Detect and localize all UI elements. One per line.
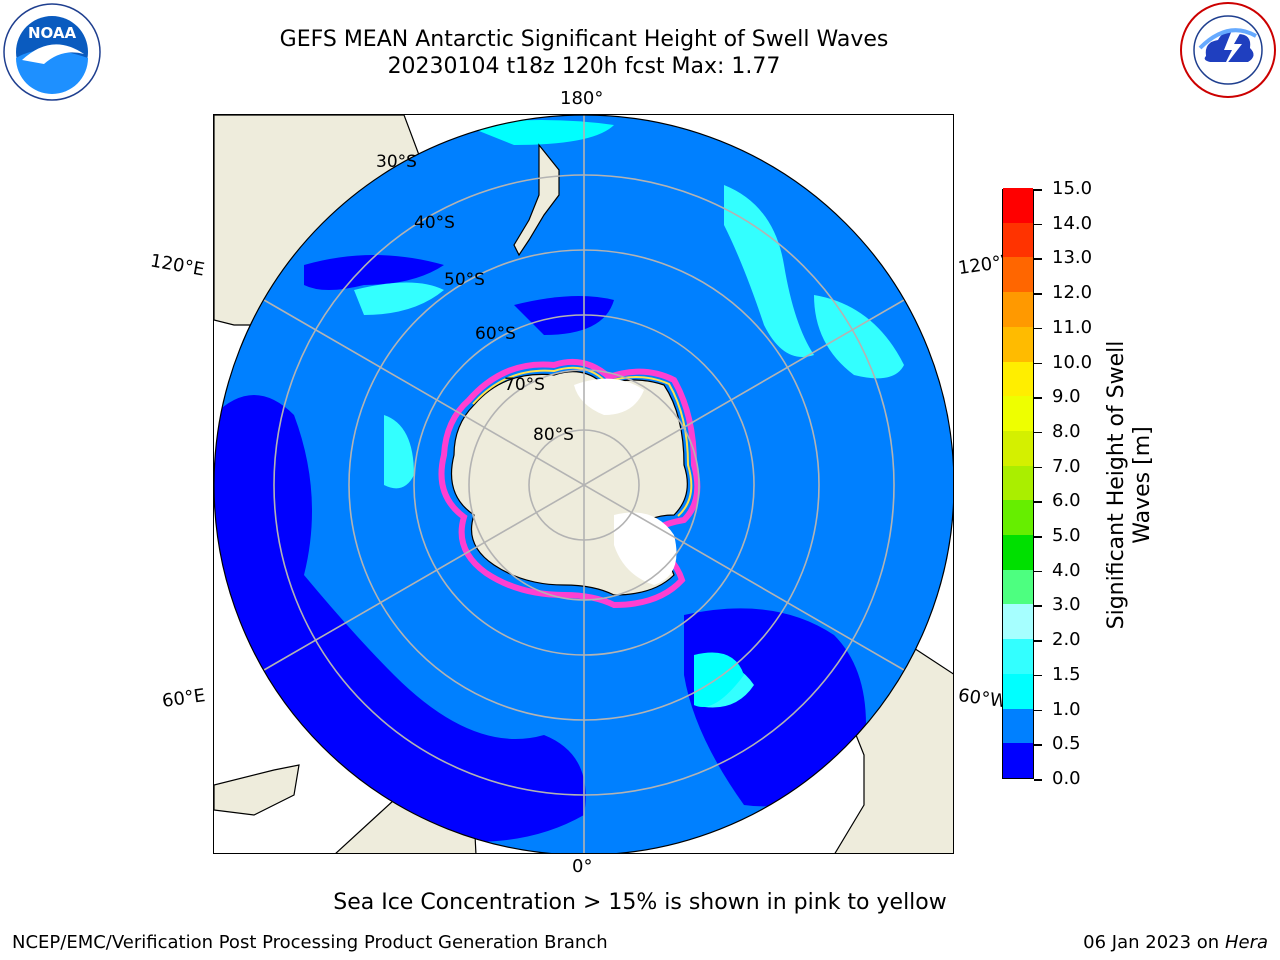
colorbar-segment bbox=[1003, 326, 1033, 362]
colorbar-segment bbox=[1003, 499, 1033, 536]
madagascar-land bbox=[214, 764, 300, 816]
chart-title: GEFS MEAN Antarctic Significant Height o… bbox=[279, 27, 889, 52]
colorbar-tick bbox=[1034, 431, 1042, 434]
svg-text:NOAA: NOAA bbox=[28, 24, 77, 42]
colorbar-tick-label: 1.0 bbox=[1052, 698, 1081, 720]
lat-label-50s: 50°S bbox=[444, 270, 485, 290]
colorbar-tick bbox=[1034, 258, 1042, 260]
colorbar-segment bbox=[1003, 673, 1033, 709]
lat-label-60s: 60°S bbox=[475, 324, 516, 344]
colorbar-tick bbox=[1034, 501, 1042, 503]
colorbar-tick bbox=[1034, 536, 1042, 538]
lon-label-0: 0° bbox=[572, 856, 593, 877]
colorbar-tick bbox=[1034, 605, 1042, 607]
colorbar-tick bbox=[1034, 293, 1042, 295]
colorbar-tick bbox=[1034, 570, 1042, 573]
colorbar-segment bbox=[1003, 222, 1033, 258]
new-zealand-land bbox=[513, 143, 560, 257]
lat-label-30s: 30°S bbox=[376, 152, 417, 172]
footer-date: 06 Jan 2023 on Hera bbox=[1083, 932, 1268, 953]
colorbar-segment bbox=[1003, 569, 1033, 605]
colorbar-tick bbox=[1034, 397, 1042, 399]
lat-label-80s: 80°S bbox=[533, 425, 574, 445]
lon-label-120e: 120°E bbox=[148, 250, 207, 281]
colorbar-tick-label: 3.0 bbox=[1052, 594, 1081, 616]
polar-map bbox=[214, 115, 953, 853]
map-frame bbox=[213, 114, 954, 854]
colorbar-segment bbox=[1003, 603, 1033, 640]
colorbar-segment bbox=[1003, 256, 1033, 293]
lon-label-60e: 60°E bbox=[160, 685, 207, 712]
footer-credit: NCEP/EMC/Verification Post Processing Pr… bbox=[12, 932, 608, 953]
colorbar-tick bbox=[1034, 640, 1042, 642]
colorbar-tick-label: 14.0 bbox=[1052, 212, 1093, 234]
colorbar-tick-label: 4.0 bbox=[1052, 559, 1081, 581]
nws-logo bbox=[1180, 2, 1276, 98]
colorbar-tick-label: 5.0 bbox=[1052, 525, 1081, 547]
colorbar-segment bbox=[1003, 395, 1033, 431]
lat-label-70s: 70°S bbox=[504, 375, 545, 395]
colorbar-segment bbox=[1003, 291, 1033, 327]
sea-ice-note: Sea Ice Concentration > 15% is shown in … bbox=[333, 890, 947, 915]
colorbar-tick bbox=[1034, 189, 1042, 191]
colorbar-tick-label: 10.0 bbox=[1052, 351, 1093, 373]
colorbar-tick bbox=[1034, 362, 1042, 365]
colorbar-tick bbox=[1034, 674, 1042, 677]
colorbar-segment bbox=[1003, 430, 1033, 466]
colorbar-tick-label: 9.0 bbox=[1052, 386, 1081, 408]
colorbar-segment bbox=[1003, 742, 1033, 778]
lat-label-40s: 40°S bbox=[414, 213, 455, 233]
chart-subtitle: 20230104 t18z 120h fcst Max: 1.77 bbox=[387, 54, 781, 79]
lon-label-60w: 60°W bbox=[956, 684, 1006, 713]
noaa-logo: NOAA bbox=[3, 3, 101, 101]
colorbar-tick bbox=[1034, 709, 1042, 712]
colorbar-tick bbox=[1034, 744, 1042, 746]
lon-label-180: 180° bbox=[560, 88, 604, 109]
colorbar-tick-label: 1.5 bbox=[1052, 663, 1081, 685]
colorbar-title: Significant Height of Swell Waves [m] bbox=[1104, 340, 1155, 630]
colorbar-tick-label: 13.0 bbox=[1052, 247, 1093, 269]
colorbar-tick bbox=[1034, 466, 1042, 469]
colorbar-segment bbox=[1003, 465, 1033, 501]
colorbar-segment bbox=[1003, 187, 1033, 223]
colorbar-tick-label: 6.0 bbox=[1052, 490, 1081, 512]
colorbar-tick-label: 7.0 bbox=[1052, 455, 1081, 477]
colorbar-segment bbox=[1003, 361, 1033, 397]
colorbar-segment bbox=[1003, 638, 1033, 674]
colorbar-tick-label: 0.5 bbox=[1052, 733, 1081, 755]
colorbar-tick-label: 12.0 bbox=[1052, 282, 1093, 304]
colorbar-segment bbox=[1003, 708, 1033, 744]
colorbar-tick-label: 0.0 bbox=[1052, 768, 1081, 789]
colorbar-tick bbox=[1034, 223, 1042, 226]
colorbar-tick-label: 2.0 bbox=[1052, 629, 1081, 651]
colorbar-tick-label: 15.0 bbox=[1052, 178, 1093, 199]
colorbar-segment bbox=[1003, 534, 1033, 570]
lon-label-120w: 120°W bbox=[956, 251, 1006, 280]
colorbar-tick bbox=[1034, 327, 1042, 330]
colorbar-tick-label: 11.0 bbox=[1052, 316, 1093, 338]
colorbar-tick bbox=[1034, 779, 1042, 781]
colorbar bbox=[1002, 187, 1034, 779]
colorbar-tick-label: 8.0 bbox=[1052, 420, 1081, 442]
